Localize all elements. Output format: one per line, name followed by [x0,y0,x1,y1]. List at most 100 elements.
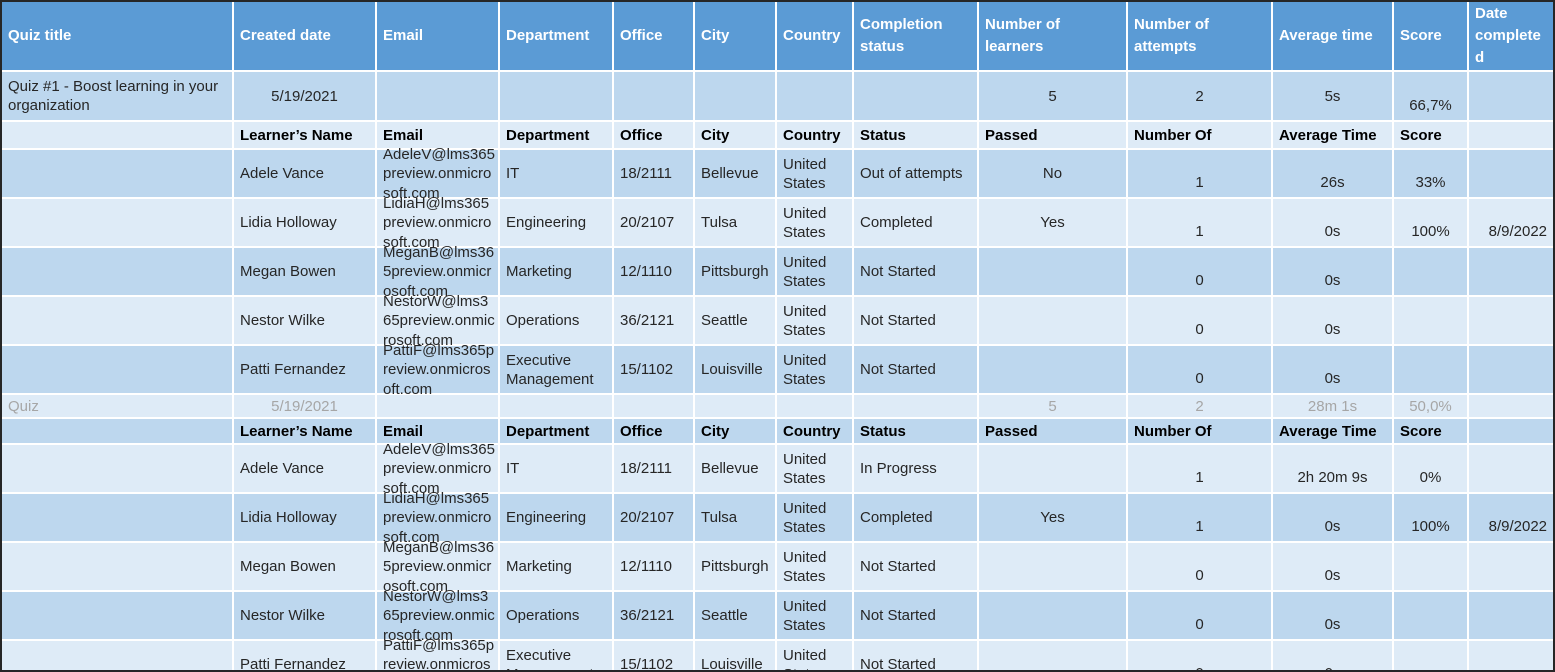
cell-date-completed[interactable]: 8/9/2022 [1467,492,1553,543]
subcol-email[interactable]: Email [375,417,500,445]
cell-learner-name[interactable]: Patti Fernandez [232,639,377,670]
cell-office[interactable] [612,71,695,122]
cell-country[interactable]: United States [775,492,854,543]
cell-passed[interactable]: Yes [977,492,1128,543]
cell-country[interactable]: United States [775,148,854,199]
cell-average-time[interactable]: 26s [1271,148,1394,199]
col-header-date-completed[interactable]: Date completed [1467,2,1553,72]
cell-status[interactable]: Completed [852,492,979,543]
cell-learner-name[interactable]: Patti Fernandez [232,344,377,395]
cell-number-of[interactable]: 0 [1126,590,1273,641]
col-header-number-of-attempts[interactable]: Number of attempts [1126,2,1273,72]
cell-country[interactable]: United States [775,197,854,248]
cell-city[interactable] [693,393,777,419]
subcol-average-time[interactable]: Average Time [1271,120,1394,150]
cell-status[interactable]: Not Started [852,541,979,592]
cell-date-completed[interactable]: 8/9/2022 [1467,197,1553,248]
cell-number-of[interactable]: 0 [1126,246,1273,297]
cell-status[interactable]: Not Started [852,590,979,641]
cell-date-completed[interactable] [1467,246,1553,297]
cell-department[interactable]: Executive Management [498,344,614,395]
cell-office[interactable]: 15/1102 [612,344,695,395]
cell-learner-name[interactable]: Adele Vance [232,443,377,494]
cell-email[interactable]: MeganB@lms365preview.onmicrosoft.com [375,538,500,594]
cell-office[interactable]: 36/2121 [612,590,695,641]
cell-average-time[interactable]: 0s [1271,344,1394,395]
cell-office[interactable]: 20/2107 [612,197,695,248]
cell-score[interactable]: 33% [1392,148,1469,199]
subcol-country[interactable]: Country [775,120,854,150]
subcol-passed[interactable]: Passed [977,417,1128,445]
subcol-number-of[interactable]: Number Of [1126,417,1273,445]
cell-average-time[interactable]: 0s [1271,639,1394,670]
cell-completion-status[interactable] [852,393,979,419]
subcol-empty-end[interactable] [1467,417,1553,445]
cell-status[interactable]: Completed [852,197,979,248]
cell-city[interactable]: Bellevue [693,443,777,494]
cell-number-of[interactable]: 0 [1126,639,1273,670]
cell-quiz-title[interactable]: Quiz #1 - Boost learning in your organiz… [2,71,234,122]
cell-country[interactable] [775,393,854,419]
cell-date-completed[interactable] [1467,71,1553,122]
cell-city[interactable]: Bellevue [693,148,777,199]
cell-date-completed[interactable] [1467,344,1553,395]
cell-passed[interactable]: Yes [977,197,1128,248]
cell-email[interactable]: AdeleV@lms365preview.onmicrosoft.com [375,145,500,201]
subcol-email[interactable]: Email [375,120,500,150]
subcol-city[interactable]: City [693,417,777,445]
cell-number-of-learners[interactable]: 5 [977,71,1128,122]
col-header-email[interactable]: Email [375,2,500,72]
cell-email[interactable]: LidiaH@lms365preview.onmicrosoft.com [375,194,500,250]
cell-number-of-attempts[interactable]: 2 [1126,71,1273,122]
cell-office[interactable]: 18/2111 [612,148,695,199]
cell-status[interactable]: Not Started [852,344,979,395]
cell-empty[interactable] [2,590,234,641]
cell-office[interactable]: 36/2121 [612,295,695,346]
cell-average-time[interactable]: 0s [1271,590,1394,641]
cell-date-completed[interactable] [1467,295,1553,346]
col-header-completion-status[interactable]: Completion status [852,2,979,72]
cell-number-of[interactable]: 0 [1126,541,1273,592]
cell-score[interactable] [1392,541,1469,592]
cell-average-time[interactable]: 5s [1271,71,1394,122]
cell-number-of-learners[interactable]: 5 [977,393,1128,419]
cell-passed[interactable] [977,295,1128,346]
cell-status[interactable]: In Progress [852,443,979,494]
cell-passed[interactable] [977,246,1128,297]
cell-number-of[interactable]: 0 [1126,295,1273,346]
subcol-country[interactable]: Country [775,417,854,445]
cell-department[interactable]: Operations [498,295,614,346]
cell-learner-name[interactable]: Lidia Holloway [232,492,377,543]
cell-department[interactable]: IT [498,148,614,199]
cell-city[interactable]: Tulsa [693,197,777,248]
cell-date-completed[interactable] [1467,541,1553,592]
cell-average-time[interactable]: 0s [1271,197,1394,248]
col-header-number-of-learners[interactable]: Number of learners [977,2,1128,72]
cell-status[interactable]: Not Started [852,295,979,346]
subcol-empty[interactable] [2,120,234,150]
cell-office[interactable]: 20/2107 [612,492,695,543]
cell-learner-name[interactable]: Nestor Wilke [232,295,377,346]
cell-number-of[interactable]: 1 [1126,197,1273,248]
cell-city[interactable]: Louisville [693,639,777,670]
cell-date-completed[interactable] [1467,590,1553,641]
cell-date-completed[interactable] [1467,639,1553,670]
cell-status[interactable]: Out of attempts [852,148,979,199]
cell-empty[interactable] [2,344,234,395]
cell-learner-name[interactable]: Adele Vance [232,148,377,199]
cell-number-of[interactable]: 1 [1126,148,1273,199]
cell-passed[interactable] [977,344,1128,395]
subcol-status[interactable]: Status [852,417,979,445]
cell-created-date[interactable]: 5/19/2021 [232,393,377,419]
cell-country[interactable]: United States [775,295,854,346]
subcol-empty[interactable] [2,417,234,445]
cell-score[interactable]: 100% [1392,197,1469,248]
cell-email[interactable] [375,71,500,122]
cell-number-of[interactable]: 0 [1126,344,1273,395]
subcol-status[interactable]: Status [852,120,979,150]
cell-department[interactable]: Marketing [498,246,614,297]
cell-learner-name[interactable]: Lidia Holloway [232,197,377,248]
cell-empty[interactable] [2,197,234,248]
cell-country[interactable]: United States [775,344,854,395]
col-header-office[interactable]: Office [612,2,695,72]
